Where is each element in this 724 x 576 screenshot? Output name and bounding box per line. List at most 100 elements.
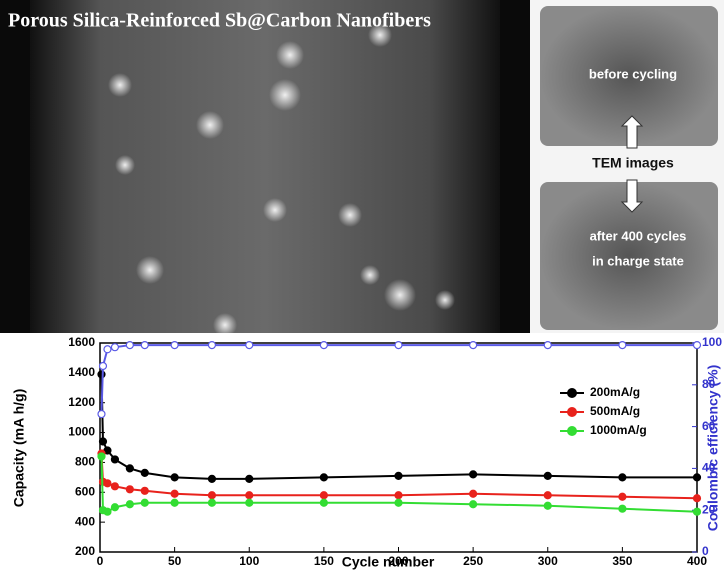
data-point xyxy=(395,492,402,499)
x-tick-label: 100 xyxy=(239,554,259,568)
particle xyxy=(435,290,455,310)
particle xyxy=(136,256,164,284)
tem-label: TEM images xyxy=(592,155,674,171)
image-title: Porous Silica-Reinforced Sb@Carbon Nanof… xyxy=(8,10,431,32)
data-point xyxy=(104,480,111,487)
data-point xyxy=(470,471,477,478)
y-tick-label: 600 xyxy=(75,484,95,498)
legend-marker xyxy=(567,388,577,398)
data-point xyxy=(395,499,402,506)
data-point xyxy=(544,492,551,499)
x-tick-label: 200 xyxy=(388,554,408,568)
y-axis-label: Capacity (mA h/g) xyxy=(11,389,27,508)
data-point xyxy=(694,474,701,481)
x-tick-label: 350 xyxy=(612,554,632,568)
legend-label: 200mA/g xyxy=(590,385,640,399)
data-point xyxy=(141,499,148,506)
y2-tick-label: 40 xyxy=(702,461,716,475)
data-point xyxy=(320,474,327,481)
data-point xyxy=(99,362,106,369)
particle xyxy=(269,79,301,111)
data-point xyxy=(98,371,105,378)
stem-image: Porous Silica-Reinforced Sb@Carbon Nanof… xyxy=(0,0,530,337)
data-point xyxy=(126,465,133,472)
figure: Porous Silica-Reinforced Sb@Carbon Nanof… xyxy=(0,0,724,571)
data-point xyxy=(208,499,215,506)
data-point xyxy=(104,346,111,353)
y2-tick-label: 0 xyxy=(702,544,709,558)
data-point xyxy=(694,508,701,515)
particle xyxy=(360,265,380,285)
particle xyxy=(384,279,416,311)
particle xyxy=(108,73,132,97)
data-point xyxy=(544,502,551,509)
tem-label: before cycling xyxy=(589,66,677,81)
x-tick-label: 250 xyxy=(463,554,483,568)
data-point xyxy=(619,505,626,512)
tem-panel: before cycling TEM images after 400 cycl… xyxy=(530,0,724,333)
y-tick-label: 800 xyxy=(75,455,95,469)
legend-label: 500mA/g xyxy=(590,404,640,418)
data-point xyxy=(208,492,215,499)
data-point xyxy=(126,501,133,508)
y-tick-label: 1600 xyxy=(68,335,95,349)
y2-tick-label: 60 xyxy=(702,419,716,433)
y-tick-label: 400 xyxy=(75,514,95,528)
particle xyxy=(213,313,237,337)
data-point xyxy=(111,504,118,511)
legend-marker xyxy=(567,426,577,436)
x-tick-label: 0 xyxy=(97,554,104,568)
data-point xyxy=(320,492,327,499)
tem-label: after 400 cycles xyxy=(590,228,687,243)
legend-label: 1000mA/g xyxy=(590,423,647,437)
data-point xyxy=(208,342,215,349)
data-point xyxy=(141,469,148,476)
data-point xyxy=(171,499,178,506)
x-tick-label: 50 xyxy=(168,554,182,568)
y-tick-label: 200 xyxy=(75,544,95,558)
x-tick-label: 300 xyxy=(538,554,558,568)
data-point xyxy=(470,501,477,508)
legend-marker xyxy=(567,407,577,417)
y-tick-label: 1200 xyxy=(68,395,95,409)
data-point xyxy=(98,411,105,418)
fiber xyxy=(30,0,500,333)
data-point xyxy=(694,495,701,502)
y2-tick-label: 20 xyxy=(702,502,716,516)
data-point xyxy=(246,475,253,482)
data-point xyxy=(544,342,551,349)
data-point xyxy=(246,499,253,506)
particle xyxy=(115,155,135,175)
data-point xyxy=(99,438,106,445)
y2-tick-label: 80 xyxy=(702,377,716,391)
y-tick-label: 1400 xyxy=(68,365,95,379)
particle xyxy=(276,41,304,69)
data-point xyxy=(98,453,105,460)
tem-label: in charge state xyxy=(592,253,684,268)
data-point xyxy=(246,342,253,349)
data-point xyxy=(171,474,178,481)
particle xyxy=(338,203,362,227)
data-point xyxy=(544,472,551,479)
data-point xyxy=(470,490,477,497)
data-point xyxy=(111,344,118,351)
particle xyxy=(263,198,287,222)
data-point xyxy=(619,493,626,500)
data-point xyxy=(694,342,701,349)
data-point xyxy=(208,475,215,482)
data-point xyxy=(141,487,148,494)
data-point xyxy=(111,456,118,463)
data-point xyxy=(246,492,253,499)
y2-tick-label: 100 xyxy=(702,335,722,349)
data-point xyxy=(619,474,626,481)
particle xyxy=(196,111,224,139)
x-tick-label: 150 xyxy=(314,554,334,568)
data-point xyxy=(395,342,402,349)
data-point xyxy=(104,508,111,515)
data-point xyxy=(171,490,178,497)
data-point xyxy=(619,342,626,349)
data-point xyxy=(395,472,402,479)
data-point xyxy=(470,342,477,349)
data-point xyxy=(320,499,327,506)
data-point xyxy=(111,483,118,490)
